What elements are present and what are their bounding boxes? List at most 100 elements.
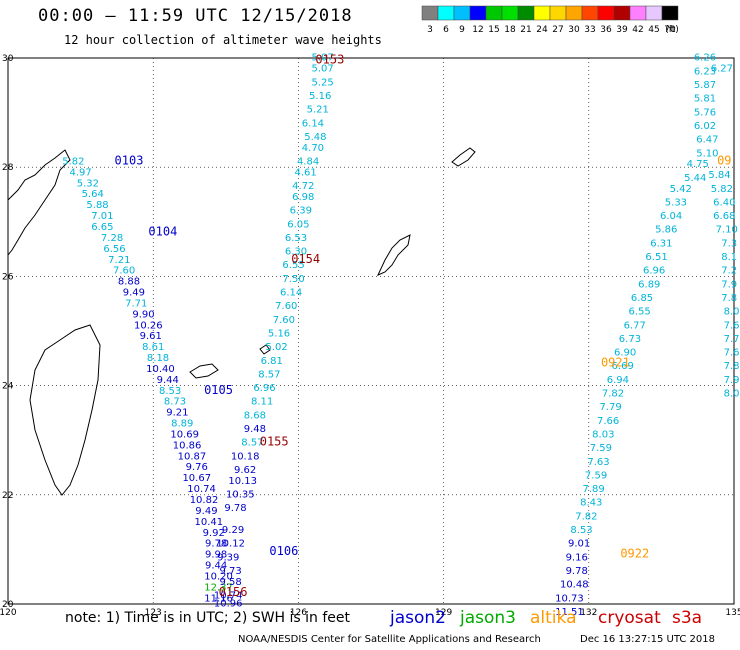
colorbar-tick-label: 30 [568, 25, 580, 35]
lon-tick-label: 132 [580, 608, 597, 618]
wave-height-value: 8.57 [258, 369, 280, 380]
colorbar-tick-label: 33 [584, 25, 595, 35]
wave-height-value: 10.41 [195, 517, 224, 528]
wave-height-value: 9.44 [205, 561, 227, 572]
wave-height-value: 9.78 [205, 539, 227, 550]
wave-height-value: 7.89 [583, 484, 605, 495]
wave-height-value: 8.61 [142, 342, 164, 353]
pass-number-label: 0106 [269, 544, 298, 558]
wave-height-value: 7.66 [597, 416, 619, 427]
wave-height-value: 9.39 [217, 552, 239, 563]
wave-height-value: 9.01 [568, 539, 590, 550]
lon-tick-label: 129 [435, 608, 452, 618]
wave-height-value: 6.51 [645, 252, 667, 263]
wave-height-value: 10.48 [560, 580, 589, 591]
wave-height-value: 7.6 [724, 320, 740, 331]
wave-height-value: 6.40 [713, 197, 735, 208]
wave-height-value: 8.0 [724, 307, 740, 318]
wave-height-value: 7.9 [724, 375, 740, 386]
wave-height-value: 7.59 [590, 443, 612, 454]
wave-height-value: 9.49 [123, 288, 145, 299]
map-subtitle: 12 hour collection of altimeter wave hei… [64, 33, 382, 47]
wave-height-value: 9.58 [220, 577, 242, 588]
wave-height-value: 7.79 [599, 402, 621, 413]
pass-number-label: 0922 [620, 547, 649, 561]
wave-height-value: 8.88 [118, 277, 140, 288]
wave-height-value: 6.90 [614, 348, 636, 359]
wave-height-value: 10.86 [173, 440, 202, 451]
wave-height-value: 6.02 [694, 121, 716, 132]
wave-height-value: 5.86 [655, 225, 677, 236]
colorbar-tick-label: 18 [504, 25, 516, 35]
wave-height-value: 9.73 [220, 566, 242, 577]
wave-height-value: 5.87 [694, 80, 716, 91]
track-b-center: 5.075.07 5.25 5.16 5.21 6.14 5.484.70 4.844.61… [214, 53, 334, 610]
legend-jason3: jason3 [460, 608, 516, 628]
wave-height-value: 5.84 [708, 170, 730, 181]
wave-height-value: 6.23 [694, 66, 716, 77]
wave-height-value: 5.25 [311, 77, 333, 88]
wave-height-value: 6.96 [253, 383, 275, 394]
wave-height-value: 8.11 [251, 397, 273, 408]
wave-height-value: 9.16 [566, 552, 588, 563]
colorbar-tick-label: 39 [616, 25, 628, 35]
wave-height-value: 6.96 [643, 266, 665, 277]
wave-height-value: 6.31 [650, 238, 672, 249]
colorbar-tick-label: 24 [536, 25, 548, 35]
coastlines [7, 147, 476, 496]
wave-height-value: 8.68 [244, 410, 266, 421]
pass-number-label: 09 [717, 153, 731, 167]
pass-number-label: 0105 [204, 383, 233, 397]
wave-height-value: 6.69 [612, 361, 634, 372]
lat-tick-label: 28 [2, 163, 14, 173]
wave-height-value: 6.55 [282, 260, 304, 271]
okinawa-coastline [376, 234, 411, 276]
wave-height-value: 10.26 [134, 320, 163, 331]
wave-height-value: 6.27 [711, 64, 733, 75]
wave-height-value: 7.82 [602, 389, 624, 400]
pass-number-label: 0921 [601, 355, 630, 369]
wave-height-value: 5.48 [304, 132, 326, 143]
wave-height-value: 9.78 [224, 503, 246, 514]
wave-height-value: 8.03 [592, 429, 614, 440]
wave-height-value: 7.6 [724, 348, 740, 359]
wave-height-value: 10.20 [204, 571, 233, 582]
lat-tick-label: 20 [2, 600, 14, 610]
wave-height-value: 6.85 [631, 293, 653, 304]
wave-height-value: 5.82 [62, 156, 84, 167]
wave-height-value: 6.30 [285, 247, 307, 258]
wave-height-value: 6.14 [302, 118, 324, 129]
wave-height-value: 7.9 [721, 279, 737, 290]
wave-height-value: 6.73 [619, 334, 641, 345]
map-title: 00:00 – 11:59 UTC 12/15/2018 [38, 6, 353, 26]
lat-tick-label: 26 [2, 272, 14, 282]
wave-height-value: 6.04 [660, 211, 682, 222]
wave-height-value: 11.16 [204, 593, 233, 604]
wave-height-value: 9.44 [157, 375, 179, 386]
wave-height-value: 10.74 [187, 484, 216, 495]
wave-height-value: 5.82 [711, 184, 733, 195]
wave-height-value: 6.39 [290, 206, 312, 217]
track-d-far-east: 6.27 5.84 5.82 6.40 6.68 7.10 7.3 8.1 7.2 7.9 7.8 8… [708, 64, 739, 400]
wave-height-value: 9.48 [244, 424, 266, 435]
wave-height-value: 4.70 [302, 143, 324, 154]
wave-height-value: 9.78 [566, 566, 588, 577]
colorbar-tick-label: 70 [664, 25, 676, 35]
wave-height-value: 10.40 [146, 364, 175, 375]
lat-tick-label: 24 [2, 382, 14, 392]
map-frame [7, 57, 735, 605]
wave-height-value: 10.13 [228, 476, 257, 487]
wave-height-value: 5.76 [694, 107, 716, 118]
wave-height-value: 4.72 [292, 181, 314, 192]
legend-altika: altika [530, 608, 577, 628]
wave-height-value: 8.89 [171, 419, 193, 430]
wave-height-value: 6.56 [103, 244, 125, 255]
legend-cryosat: cryosat [598, 608, 661, 628]
pass-number-label: 0156 [219, 585, 248, 599]
wave-height-value: 9.62 [234, 465, 256, 476]
wave-height-value: 5.21 [307, 105, 329, 116]
wave-height-value: 11.51 [555, 607, 584, 618]
wave-height-value: 5.16 [309, 91, 331, 102]
colorbar-tick-label: 6 [443, 25, 449, 35]
colorbar-unit-label: (ft) [665, 25, 679, 35]
